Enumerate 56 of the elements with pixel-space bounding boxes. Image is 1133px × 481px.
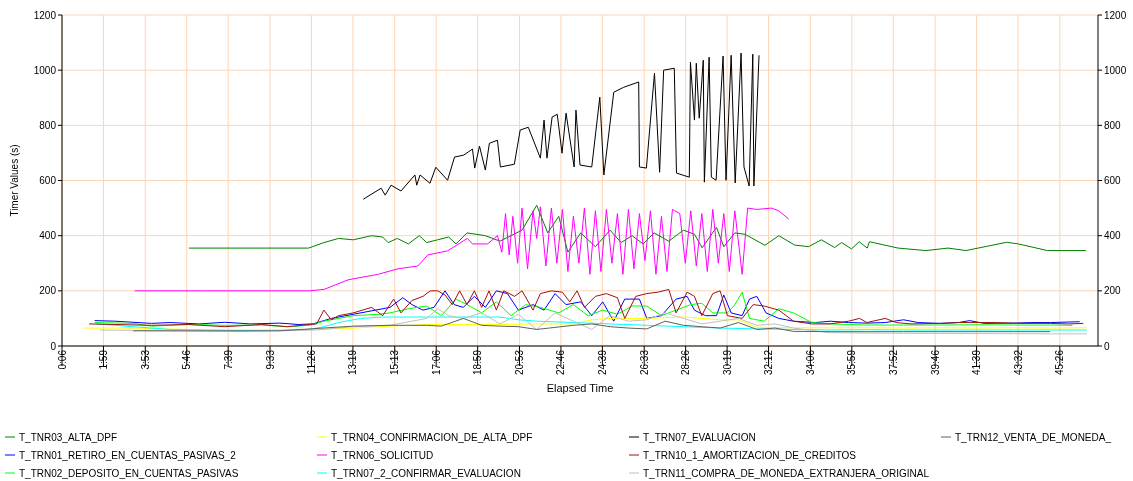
x-tick-label: 18:59 <box>472 349 484 376</box>
x-tick-label: 37:52 <box>887 349 899 376</box>
y2-tick-label: 1000 <box>1104 64 1127 76</box>
x-tick-label: 20:53 <box>513 349 525 376</box>
x-tick-label: 17:06 <box>430 349 442 376</box>
x-tick-label: 11:26 <box>305 349 317 375</box>
x-tick-label: 39:46 <box>929 349 941 376</box>
y-tick-label: 400 <box>39 230 57 242</box>
legend-label: T_TRN10_1_AMORTIZACION_DE_CREDITOS <box>643 449 857 461</box>
legend-label: T_TRN12_VENTA_DE_MONEDA_ <box>955 431 1112 443</box>
x-axis-title: Elapsed Time <box>546 382 614 394</box>
x-tick-label: 5:46 <box>181 349 193 370</box>
line-series <box>188 204 1087 253</box>
y-tick-label: 1000 <box>33 64 57 76</box>
legend-label: T_TRN07_2_CONFIRMAR_EVALUACION <box>331 467 521 479</box>
y2-tick-label: 400 <box>1104 230 1122 242</box>
legend-label: T_TRN07_EVALUACION <box>643 431 756 443</box>
x-tick-label: 24:39 <box>596 349 608 376</box>
y-axis-title: Timer Values (s) <box>9 144 20 217</box>
legend-label: T_TRN06_SOLICITUD <box>331 449 434 461</box>
x-tick-label: 15:13 <box>389 349 401 376</box>
line-series <box>362 52 760 200</box>
x-tick-label: 30:19 <box>721 349 733 376</box>
x-tick-label: 32:12 <box>763 349 775 376</box>
y2-tick-label: 1200 <box>1104 9 1127 21</box>
x-tick-label: 28:26 <box>680 349 692 376</box>
y2-tick-label: 0 <box>1104 340 1110 352</box>
y-tick-label: 600 <box>39 175 57 186</box>
y-tick-label: 800 <box>39 119 57 131</box>
x-tick-label: 7:39 <box>222 349 234 370</box>
legend-label: T_TRN02_DEPOSITO_EN_CUENTAS_PASIVAS <box>19 467 239 479</box>
y2-tick-label: 800 <box>1104 119 1122 131</box>
x-tick-label: 43:32 <box>1012 349 1024 376</box>
y2-tick-label: 200 <box>1104 285 1122 297</box>
y-tick-label: 1200 <box>33 9 57 21</box>
x-tick-label: 13:19 <box>347 349 359 376</box>
y-tick-label: 0 <box>50 340 57 352</box>
x-tick-label: 34:06 <box>804 349 816 376</box>
legend-label: T_TNR03_ALTA_DPF <box>19 431 117 443</box>
legend-label: T_TRN01_RETIRO_EN_CUENTAS_PASIVAS_2 <box>19 449 237 461</box>
x-tick-label: 3:53 <box>139 349 151 370</box>
y2-tick-label: 600 <box>1104 175 1122 186</box>
line-series <box>99 308 1088 335</box>
x-tick-label: 41:39 <box>971 349 983 376</box>
x-tick-label: 9:33 <box>264 349 276 370</box>
x-tick-label: 35:59 <box>846 349 858 376</box>
x-tick-label: 0:06 <box>56 349 68 370</box>
legend-label: T_TRN11_COMPRA_DE_MONEDA_EXTRANJERA_ORIGINAL <box>643 467 930 479</box>
x-tick-label: 26:33 <box>638 349 650 376</box>
line-series <box>132 317 1051 333</box>
legend-label: T_TRN04_CONFIRMACION_DE_ALTA_DPF <box>331 431 533 443</box>
x-tick-label: 45:26 <box>1054 349 1066 376</box>
x-tick-label: 1:59 <box>97 349 109 370</box>
line-series <box>134 206 790 292</box>
y-tick-label: 200 <box>39 285 57 297</box>
x-tick-label: 22:46 <box>555 349 567 376</box>
